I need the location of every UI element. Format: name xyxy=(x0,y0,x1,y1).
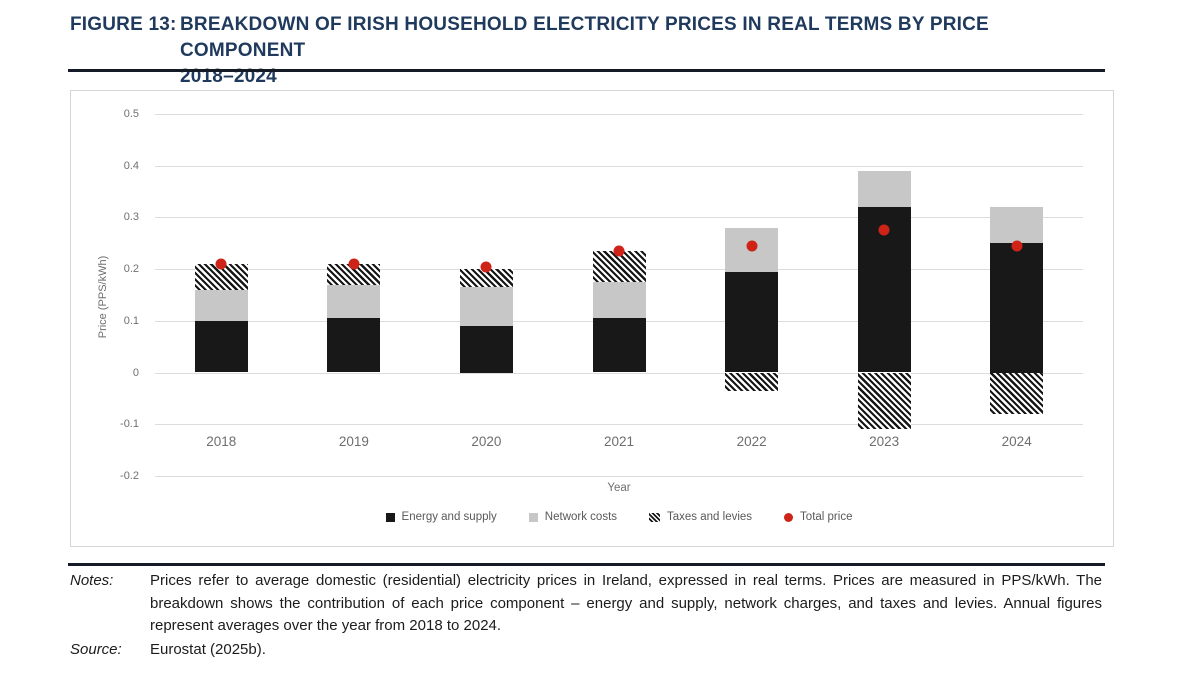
x-tick-label-2018: 2018 xyxy=(206,434,237,449)
bar-segment-taxes-and-levies-2023 xyxy=(857,372,911,430)
y-tick-label: 0.5 xyxy=(123,108,139,120)
legend-label: Energy and supply xyxy=(401,511,497,523)
bar-segment-taxes-and-levies-2020 xyxy=(459,269,513,288)
bar-segment-taxes-and-levies-2022 xyxy=(725,372,779,391)
y-tick-label: -0.1 xyxy=(120,418,139,431)
source-text: Eurostat (2025b). xyxy=(150,641,266,658)
figure-title-line1: BREAKDOWN OF IRISH HOUSEHOLD ELECTRICITY… xyxy=(180,14,989,61)
legend-swatch-energy-and-supply-icon xyxy=(385,512,395,522)
figure-title-text: BREAKDOWN OF IRISH HOUSEHOLD ELECTRICITY… xyxy=(180,12,1112,90)
gridline--0.2 xyxy=(155,475,1083,477)
x-tick-label-2022: 2022 xyxy=(736,434,767,449)
gridline-0.3 xyxy=(155,217,1083,219)
total-price-dot-2022 xyxy=(746,240,758,252)
gridline-0.5 xyxy=(155,114,1083,115)
bar-segment-energy-and-supply-2018 xyxy=(194,320,248,373)
total-price-dot-2019 xyxy=(348,258,360,270)
total-price-dot-2021 xyxy=(613,245,625,257)
bar-segment-network-costs-2019 xyxy=(327,284,381,319)
y-tick-label: 0.2 xyxy=(123,263,139,276)
y-axis-title: Price (PPS/kWh) xyxy=(97,255,109,339)
bar-segment-energy-and-supply-2020 xyxy=(459,326,513,373)
notes-label: Notes: xyxy=(70,572,114,589)
legend-label: Taxes and levies xyxy=(667,511,753,523)
figure-number-label: FIGURE 13: xyxy=(70,14,177,35)
legend-item-total-price: Total price xyxy=(784,511,852,523)
y-tick-label: 0.3 xyxy=(123,211,139,224)
x-tick-label-2023: 2023 xyxy=(869,434,900,449)
divider-bottom xyxy=(68,563,1105,566)
bar-segment-taxes-and-levies-2024 xyxy=(990,372,1044,414)
total-price-dot-2018 xyxy=(215,258,227,270)
legend-swatch-network-costs-icon xyxy=(528,512,538,522)
divider-top xyxy=(68,69,1105,72)
chart-legend: Energy and supply Network costs Taxes and … xyxy=(155,511,1083,523)
legend-label: Total price xyxy=(800,511,853,523)
x-tick-label-2020: 2020 xyxy=(471,434,502,449)
gridline-0 xyxy=(155,372,1083,374)
x-tick-label-2024: 2024 xyxy=(1001,434,1032,449)
chart-area: Price (PPS/kWh) Year Energy and supply Ne… xyxy=(70,90,1114,547)
bar-segment-taxes-and-levies-2019 xyxy=(327,263,381,285)
legend-swatch-taxes-and-levies-icon xyxy=(649,512,661,522)
y-tick-label: 0.4 xyxy=(123,159,139,172)
legend-swatch-total-price-icon xyxy=(784,512,794,522)
x-tick-label-2021: 2021 xyxy=(603,434,635,449)
total-price-dot-2020 xyxy=(480,261,492,272)
gridline--0.1 xyxy=(155,424,1083,426)
figure-title-line2: 2018–2024 xyxy=(180,66,277,87)
bar-segment-network-costs-2021 xyxy=(592,282,646,319)
bar-segment-energy-and-supply-2019 xyxy=(327,318,381,373)
bar-segment-energy-and-supply-2022 xyxy=(725,271,779,373)
notes-row: Notes: Prices refer to average domestic … xyxy=(70,570,1102,638)
y-tick-label: -0.2 xyxy=(120,469,139,482)
bar-segment-network-costs-2020 xyxy=(459,287,513,326)
legend-item-network-costs: Network costs xyxy=(528,511,618,523)
notes-text: Prices refer to average domestic (reside… xyxy=(150,572,1102,634)
bar-segment-network-costs-2018 xyxy=(194,289,248,321)
legend-label: Network costs xyxy=(544,511,618,523)
figure-title: FIGURE 13: BREAKDOWN OF IRISH HOUSEHOLD … xyxy=(70,12,1112,90)
x-tick-label-2019: 2019 xyxy=(338,434,369,449)
y-tick-label: 0.1 xyxy=(123,314,139,327)
bar-segment-energy-and-supply-2021 xyxy=(592,318,646,373)
total-price-dot-2023 xyxy=(878,224,890,236)
legend-item-taxes-and-levies: Taxes and levies xyxy=(649,511,752,523)
y-tick-label: 0 xyxy=(132,366,139,379)
bar-segment-energy-and-supply-2024 xyxy=(990,243,1044,373)
legend-item-energy-and-supply: Energy and supply xyxy=(385,511,497,523)
source-row: Source: Eurostat (2025b). xyxy=(70,639,1102,662)
total-price-dot-2024 xyxy=(1011,240,1023,252)
x-axis-title: Year xyxy=(607,482,631,494)
bar-segment-network-costs-2024 xyxy=(990,207,1044,244)
gridline-0.4 xyxy=(155,165,1083,167)
bar-segment-network-costs-2023 xyxy=(857,170,911,208)
source-label: Source: xyxy=(70,641,122,658)
